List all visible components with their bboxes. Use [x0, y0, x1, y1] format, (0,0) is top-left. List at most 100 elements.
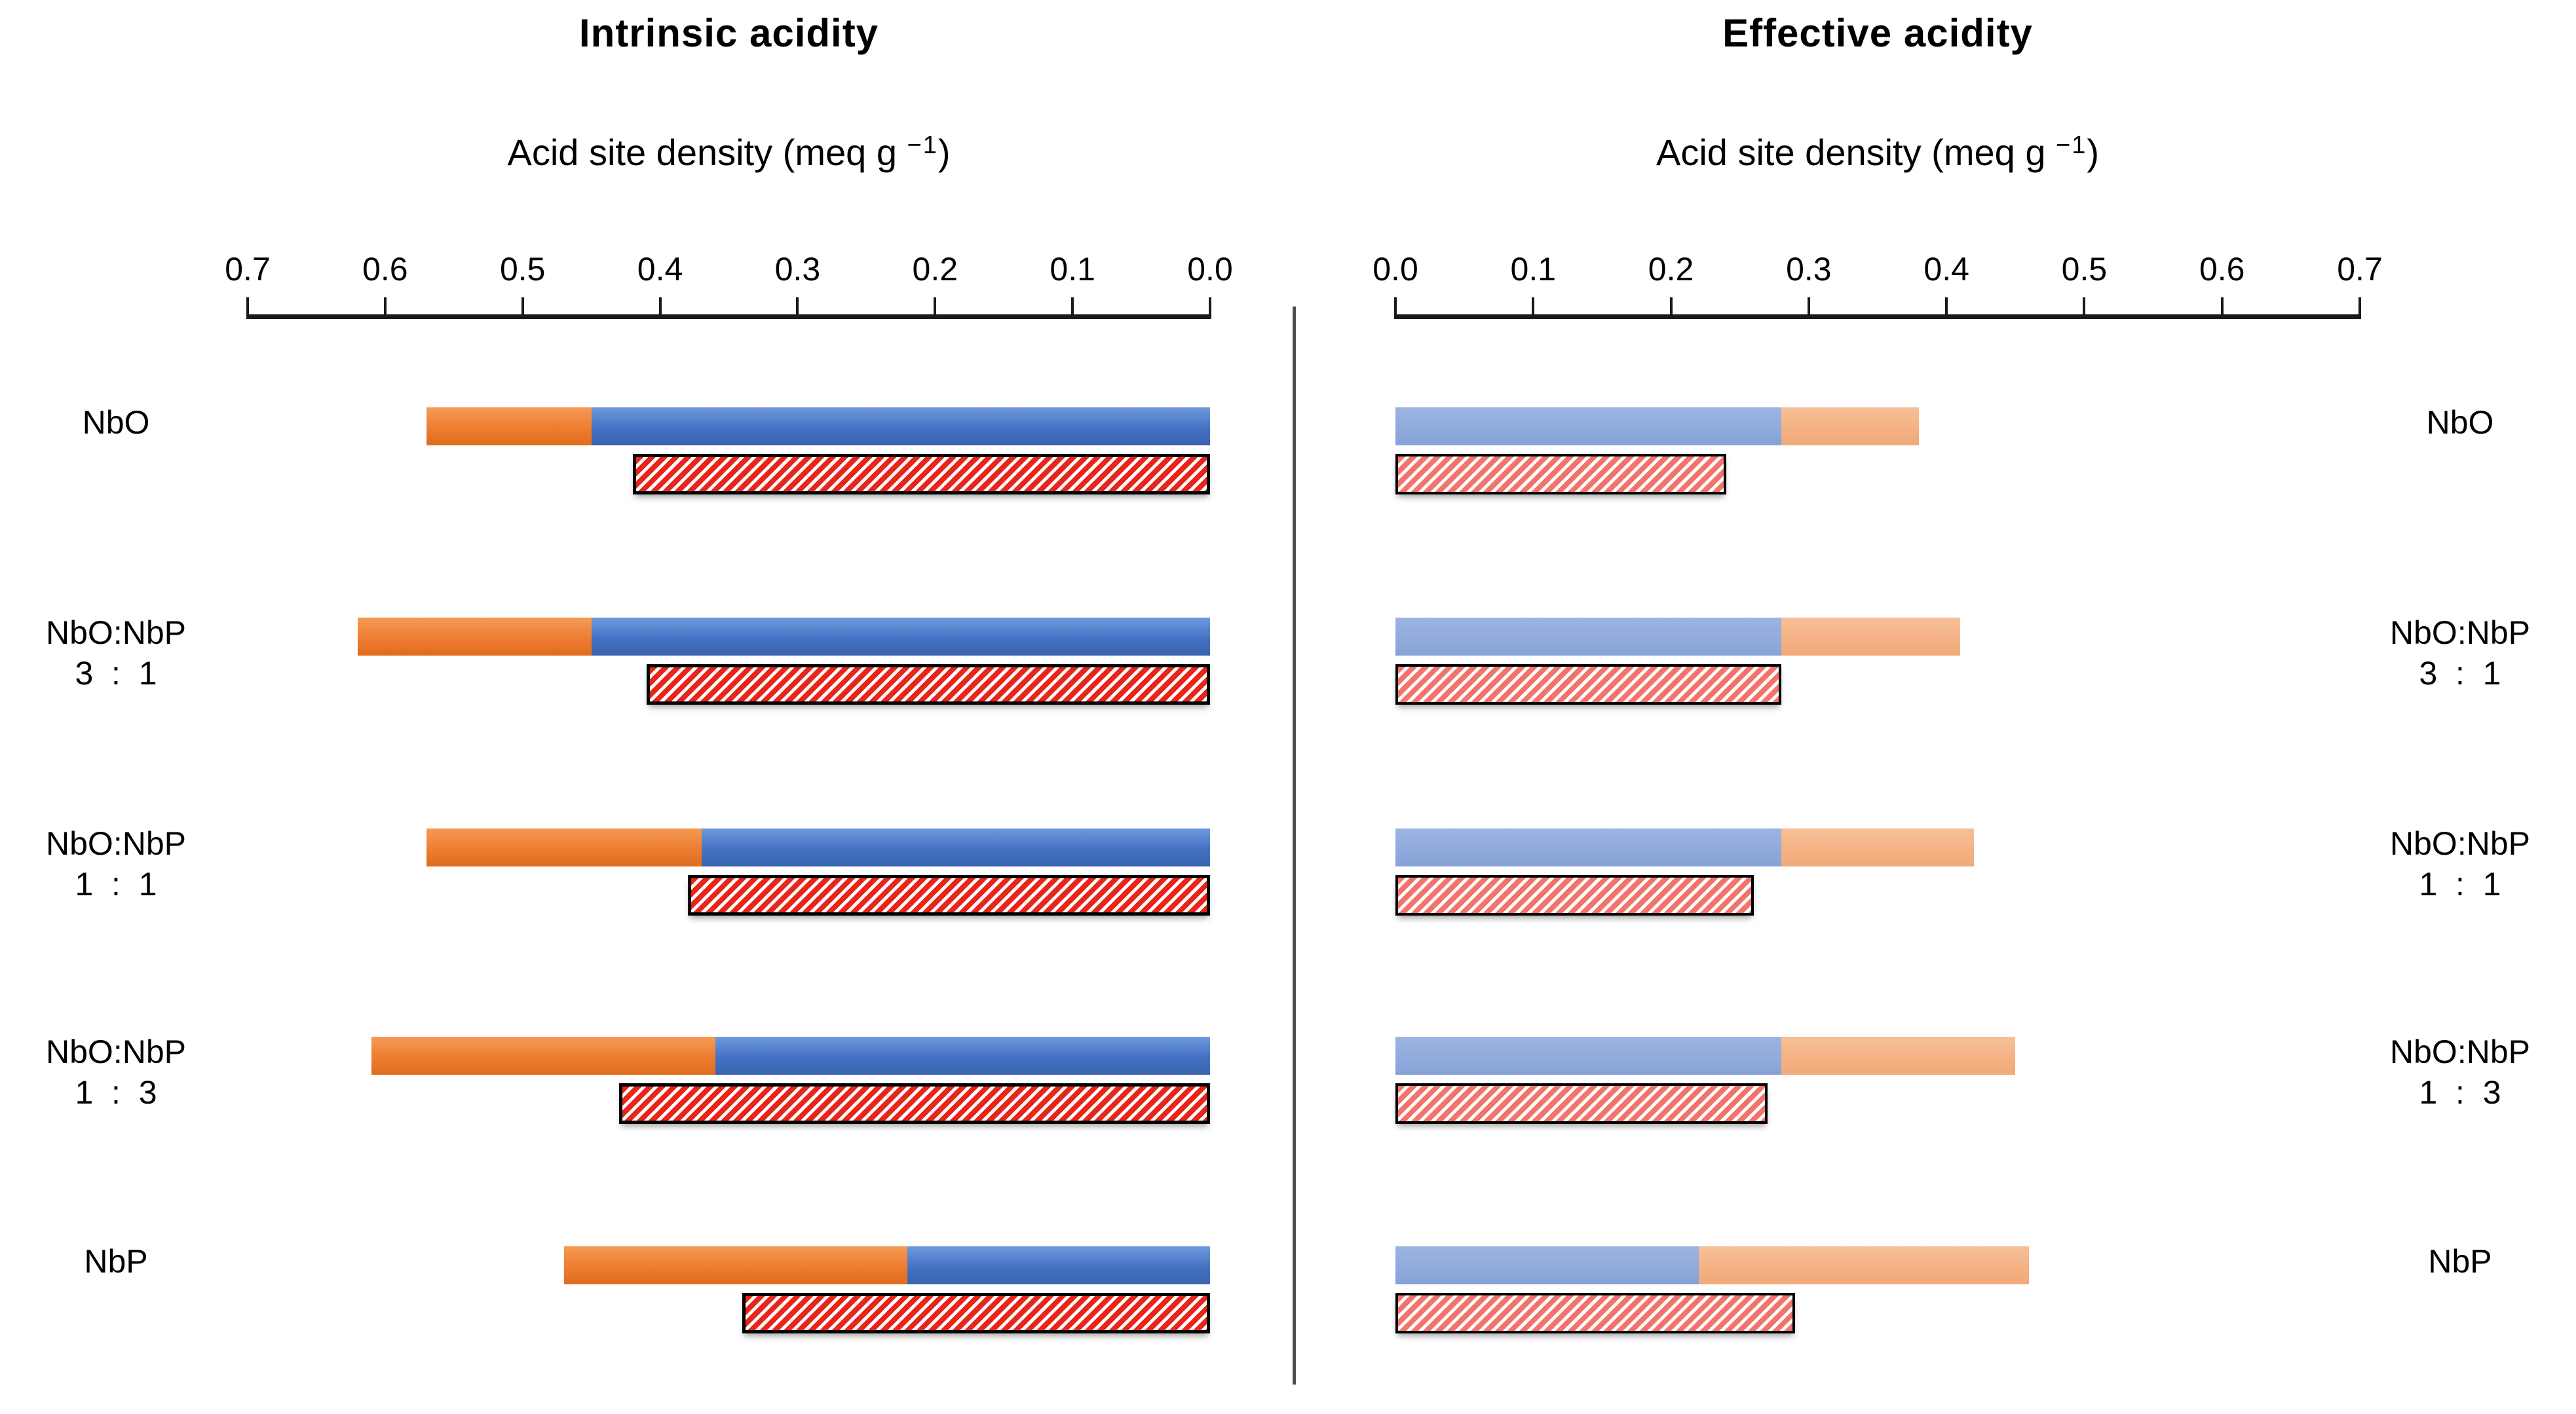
intrinsic-axis-tick-0.3	[796, 297, 799, 315]
effective-solid-bar-NbO:NbP 1:3	[1395, 1037, 2016, 1075]
intrinsic-tick-label-0.5: 0.5	[499, 251, 546, 288]
intrinsic-solid-orange-segment-NbO	[426, 407, 592, 445]
row-label-left-1: NbO	[7, 402, 225, 443]
intrinsic-solid-bar-NbO	[426, 407, 1210, 445]
effective-hatched-bar-NbP	[1395, 1293, 1795, 1333]
effective-light-orange-segment-NbO	[1781, 407, 1920, 445]
intrinsic-tick-label-0.4: 0.4	[637, 251, 683, 288]
intrinsic-tick-label-0.7: 0.7	[225, 251, 271, 288]
effective-tick-label-0.6: 0.6	[2199, 251, 2245, 288]
effective-tick-label-0.5: 0.5	[2061, 251, 2108, 288]
row-label-left-3-line-1: NbO:NbP	[46, 825, 186, 862]
effective-axis-tick-0.7	[2358, 297, 2361, 315]
intrinsic-solid-bar-NbO:NbP 1:1	[426, 828, 1210, 866]
row-label-right-3-line-1: NbO:NbP	[2390, 825, 2530, 862]
row-label-right-5-line-1: NbP	[2428, 1243, 2492, 1280]
effective-tick-label-0.7: 0.7	[2337, 251, 2383, 288]
row-label-left-2-line-1: NbO:NbP	[46, 614, 186, 651]
effective-hatched-bar-NbO:NbP 1:1	[1395, 875, 1754, 916]
effective-tick-label-0.1: 0.1	[1510, 251, 1557, 288]
effective-axis-tick-0.4	[1945, 297, 1948, 315]
intrinsic-hatched-bar-NbO:NbP 3:1	[646, 664, 1210, 705]
intrinsic-tick-label-0.3: 0.3	[774, 251, 821, 288]
intrinsic-tick-label-0.2: 0.2	[912, 251, 958, 288]
row-label-left-3-line-2: 1 : 1	[75, 866, 157, 902]
effective-light-blue-segment-NbO:NbP 1:1	[1395, 828, 1781, 866]
effective-solid-bar-NbP	[1395, 1246, 2030, 1284]
row-label-right-1: NbO	[2351, 402, 2569, 443]
effective-light-orange-segment-NbP	[1698, 1246, 2030, 1284]
intrinsic-axis-tick-0.0	[1209, 297, 1211, 315]
intrinsic-tick-label-0.6: 0.6	[362, 251, 408, 288]
intrinsic-axis-tick-0.4	[658, 297, 662, 315]
intrinsic-solid-blue-segment-NbO:NbP 1:3	[715, 1037, 1210, 1075]
row-label-left-5: NbP	[7, 1241, 225, 1282]
effective-light-blue-segment-NbO	[1395, 407, 1781, 445]
row-label-right-2-line-2: 3 : 1	[2419, 655, 2501, 692]
effective-solid-bar-NbO	[1395, 407, 1920, 445]
effective-axis-tick-0.3	[1807, 297, 1810, 315]
intrinsic-solid-blue-segment-NbO	[591, 407, 1210, 445]
intrinsic-axis-tick-0.5	[521, 297, 524, 315]
row-label-right-4: NbO:NbP 1 : 3	[2351, 1032, 2569, 1113]
intrinsic-solid-blue-segment-NbO:NbP 1:1	[701, 828, 1210, 866]
row-label-right-3-line-2: 1 : 1	[2419, 866, 2501, 902]
row-label-right-2-line-1: NbO:NbP	[2390, 614, 2530, 651]
row-label-left-3: NbO:NbP 1 : 1	[7, 823, 225, 904]
effective-hatched-bar-NbO:NbP 3:1	[1395, 664, 1781, 705]
effective-solid-bar-NbO:NbP 1:1	[1395, 828, 1975, 866]
effective-axis-title-text: Acid site density (meq g	[1656, 132, 2056, 173]
intrinsic-axis-line	[246, 314, 1211, 319]
row-label-right-4-line-2: 1 : 3	[2419, 1074, 2501, 1111]
row-label-right-2: NbO:NbP 3 : 1	[2351, 612, 2569, 694]
effective-solid-bar-NbO:NbP 3:1	[1395, 618, 1961, 656]
effective-hatched-bar-NbO:NbP 1:3	[1395, 1083, 1768, 1124]
effective-panel-title: Effective acidity	[1722, 11, 2033, 55]
intrinsic-hatched-bar-NbP	[742, 1293, 1210, 1333]
row-label-left-5-line-1: NbP	[84, 1243, 148, 1280]
intrinsic-solid-orange-segment-NbO:NbP 3:1	[357, 618, 592, 656]
intrinsic-axis-tick-0.7	[246, 297, 249, 315]
row-label-left-2: NbO:NbP 3 : 1	[7, 612, 225, 694]
row-label-left-4-line-1: NbO:NbP	[46, 1033, 186, 1070]
effective-axis-title: Acid site density (meq g −1)	[1395, 131, 2360, 174]
intrinsic-solid-bar-NbO:NbP 3:1	[357, 618, 1210, 656]
effective-axis-tick-0.5	[2083, 297, 2086, 315]
effective-tick-label-0.0: 0.0	[1373, 251, 1418, 288]
intrinsic-panel-title: Intrinsic acidity	[578, 11, 879, 55]
row-label-left-1-line-1: NbO	[82, 404, 150, 441]
effective-axis-tick-0.6	[2220, 297, 2224, 315]
effective-light-orange-segment-NbO:NbP 1:3	[1781, 1037, 2016, 1075]
intrinsic-axis-title-superscript: −1	[907, 132, 938, 159]
row-label-right-5: NbP	[2351, 1241, 2569, 1282]
row-label-left-4: NbO:NbP 1 : 3	[7, 1032, 225, 1113]
effective-light-orange-segment-NbO:NbP 3:1	[1781, 618, 1961, 656]
effective-light-blue-segment-NbO:NbP 3:1	[1395, 618, 1781, 656]
intrinsic-solid-bar-NbP	[563, 1246, 1210, 1284]
row-label-left-2-line-2: 3 : 1	[75, 655, 157, 692]
intrinsic-axis-tick-0.2	[934, 297, 937, 315]
effective-tick-label-0.4: 0.4	[1923, 251, 1969, 288]
row-label-right-4-line-1: NbO:NbP	[2390, 1033, 2530, 1070]
intrinsic-solid-orange-segment-NbO:NbP 1:3	[371, 1037, 715, 1075]
intrinsic-solid-blue-segment-NbO:NbP 3:1	[591, 618, 1210, 656]
intrinsic-axis-title: Acid site density (meq g −1)	[248, 131, 1210, 174]
row-label-left-4-line-2: 1 : 3	[75, 1074, 157, 1111]
intrinsic-solid-blue-segment-NbP	[907, 1246, 1210, 1284]
row-label-right-3: NbO:NbP 1 : 1	[2351, 823, 2569, 904]
effective-axis-title-superscript: −1	[2056, 132, 2087, 159]
panel-divider-line	[1293, 307, 1296, 1385]
effective-light-blue-segment-NbP	[1395, 1246, 1699, 1284]
effective-axis-tick-0.1	[1532, 297, 1535, 315]
row-label-right-1-line-1: NbO	[2426, 404, 2494, 441]
effective-axis-tick-0.2	[1669, 297, 1673, 315]
intrinsic-solid-bar-NbO:NbP 1:3	[371, 1037, 1210, 1075]
effective-axis-title-close: )	[2087, 132, 2100, 173]
effective-axis-tick-0.0	[1394, 297, 1397, 315]
intrinsic-tick-label-0.0: 0.0	[1187, 251, 1233, 288]
intrinsic-solid-orange-segment-NbO:NbP 1:1	[426, 828, 702, 866]
intrinsic-axis-tick-0.1	[1071, 297, 1074, 315]
effective-light-blue-segment-NbO:NbP 1:3	[1395, 1037, 1781, 1075]
effective-hatched-bar-NbO	[1395, 454, 1726, 494]
